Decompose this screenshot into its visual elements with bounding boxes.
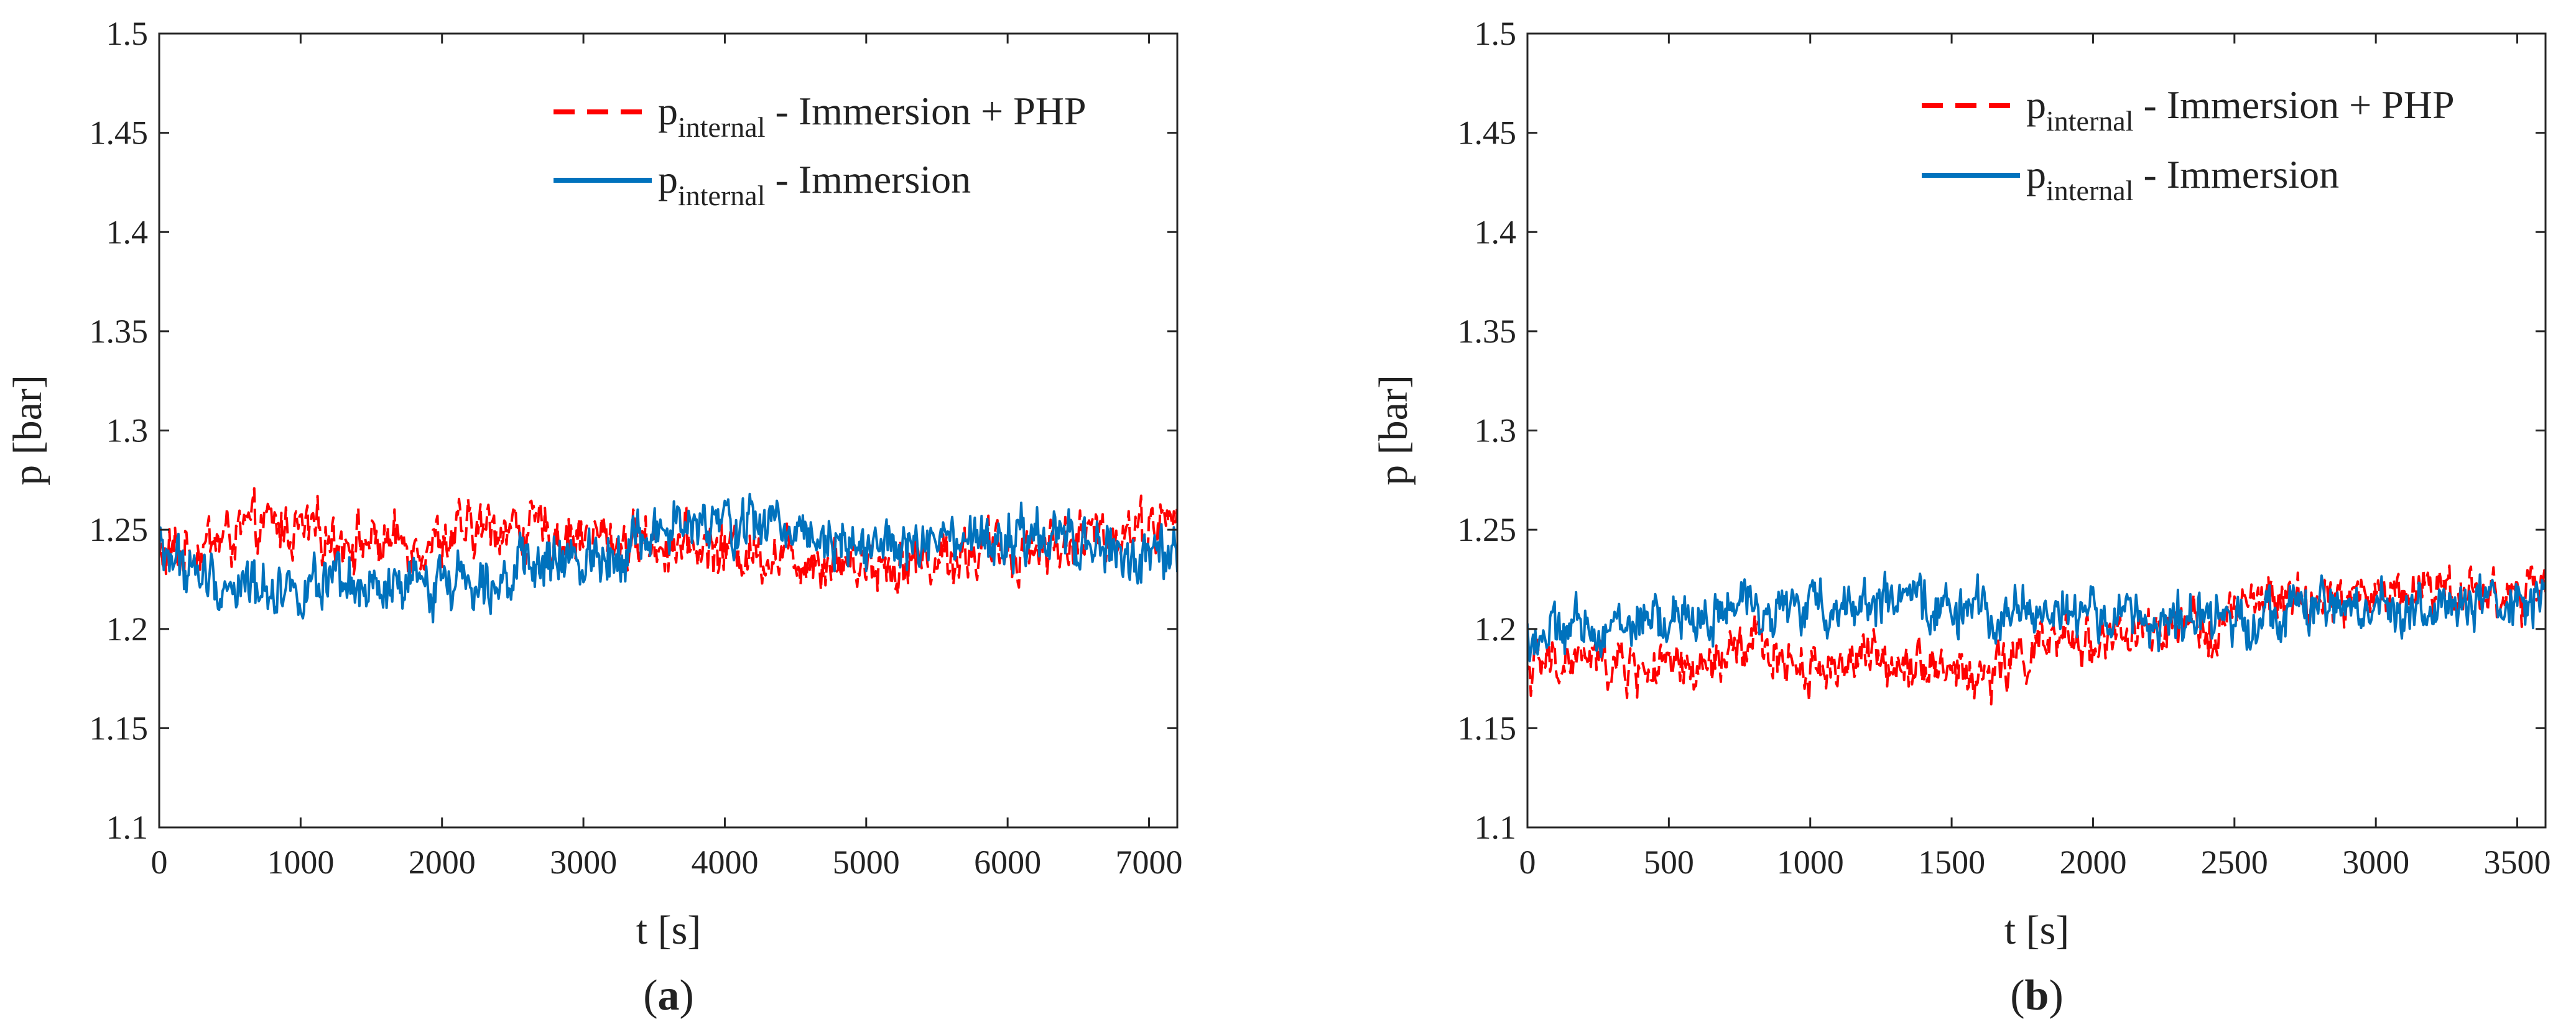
plot-a-y-tick-label: 1.3 [106,412,149,449]
plot-b-x-tick-label: 0 [1519,844,1536,881]
plot-a-y-tick-label: 1.5 [106,15,149,52]
plot-b-legend-entry-php: pinternal - Immersion + PHP [2026,83,2455,137]
plot-a-x-tick-label: 7000 [1116,844,1183,881]
plot-a-legend-entry-immersion: pinternal - Immersion [658,157,971,211]
plot-b-x-tick-label: 1500 [1918,844,1985,881]
plot-b-y-tick-label: 1.2 [1475,610,1517,648]
plot-b-legend: pinternal - Immersion + PHP pinternal - … [1922,83,2455,206]
plot-a-x-tick-label: 3000 [550,844,617,881]
plot-a-y-tick-label: 1.15 [90,709,149,747]
plot-a-y-tick-label: 1.35 [90,313,149,350]
plot-b-x-axis-label: t [s] [2004,908,2069,953]
plot-b-x-tick-label: 500 [1644,844,1694,881]
plot-a-series-area [159,487,1177,624]
plot-a-frame [158,32,1179,829]
plot-a-x-tick-label: 2000 [409,844,476,881]
plot-b-x-tick-label: 1000 [1777,844,1844,881]
plot-a-x-axis-label: t [s] [636,908,701,953]
plot-a-x-tick-label: 1000 [267,844,334,881]
plot-a-y-tick-label: 1.1 [106,809,149,846]
chart-panel-a: 1.1 1.15 1.2 1.25 1.3 1.35 1.4 1.45 1.5 0 1000 2000… [5,15,1183,1020]
plot-a-legend: pinternal - Immersion + PHP pinternal - … [554,89,1086,211]
plot-b-y-tick-label: 1.3 [1475,412,1517,449]
plot-a-x-tick-label: 0 [151,844,168,881]
plot-a-x-tick-label: 5000 [833,844,900,881]
plot-b-y-tick-label: 1.5 [1475,15,1517,52]
plot-b-x-tick-label: 3000 [2342,844,2409,881]
plot-a-series-line-immersion [159,492,1177,624]
plot-b-series-line-immersion [1527,571,2546,663]
plot-b-x-tick-label: 3500 [2484,844,2551,881]
chart-panel-b: 1.1 1.15 1.2 1.25 1.3 1.35 1.4 1.45 1.5 0 500 1000 1… [1371,15,2551,1020]
plot-b-series-area [1527,564,2546,706]
plot-b-y-tick-label: 1.4 [1475,213,1517,251]
plot-b-y-tick-label: 1.35 [1458,313,1517,350]
plot-b-x-tick-label: 2000 [2059,844,2126,881]
plot-a-y-tick-label: 1.45 [90,114,149,152]
plot-b-y-tick-label: 1.25 [1458,511,1517,548]
plot-b-x-tick-label: 2500 [2201,844,2268,881]
plot-b-y-tick-label: 1.45 [1458,114,1517,152]
plot-a-legend-entry-php: pinternal - Immersion + PHP [658,89,1086,143]
plot-a-y-tick-label: 1.25 [90,511,149,548]
plot-b-y-tick-label: 1.15 [1458,709,1517,747]
plot-a-ticks: 1.1 1.15 1.2 1.25 1.3 1.35 1.4 1.45 1.5 0 1000 2000… [90,15,1183,881]
plot-a-y-tick-label: 1.2 [106,610,149,648]
plot-a-caption: (a) [643,972,694,1020]
plot-b-series-line-immersion-php [1527,564,2546,706]
plot-b-caption: (b) [2010,972,2064,1020]
plot-a-series-line-immersion-php [159,487,1177,596]
plot-a-x-tick-label: 6000 [974,844,1041,881]
plot-a-x-tick-label: 4000 [691,844,758,881]
plot-a-y-axis-label: p [bar] [5,375,50,486]
plot-b-legend-entry-immersion: pinternal - Immersion [2026,152,2339,206]
plot-b-ticks: 1.1 1.15 1.2 1.25 1.3 1.35 1.4 1.45 1.5 0 500 1000 1… [1458,15,2551,881]
plot-a-y-tick-label: 1.4 [106,213,149,251]
plot-b-y-tick-label: 1.1 [1475,809,1517,846]
plot-b-y-axis-label: p [bar] [1371,375,1416,486]
